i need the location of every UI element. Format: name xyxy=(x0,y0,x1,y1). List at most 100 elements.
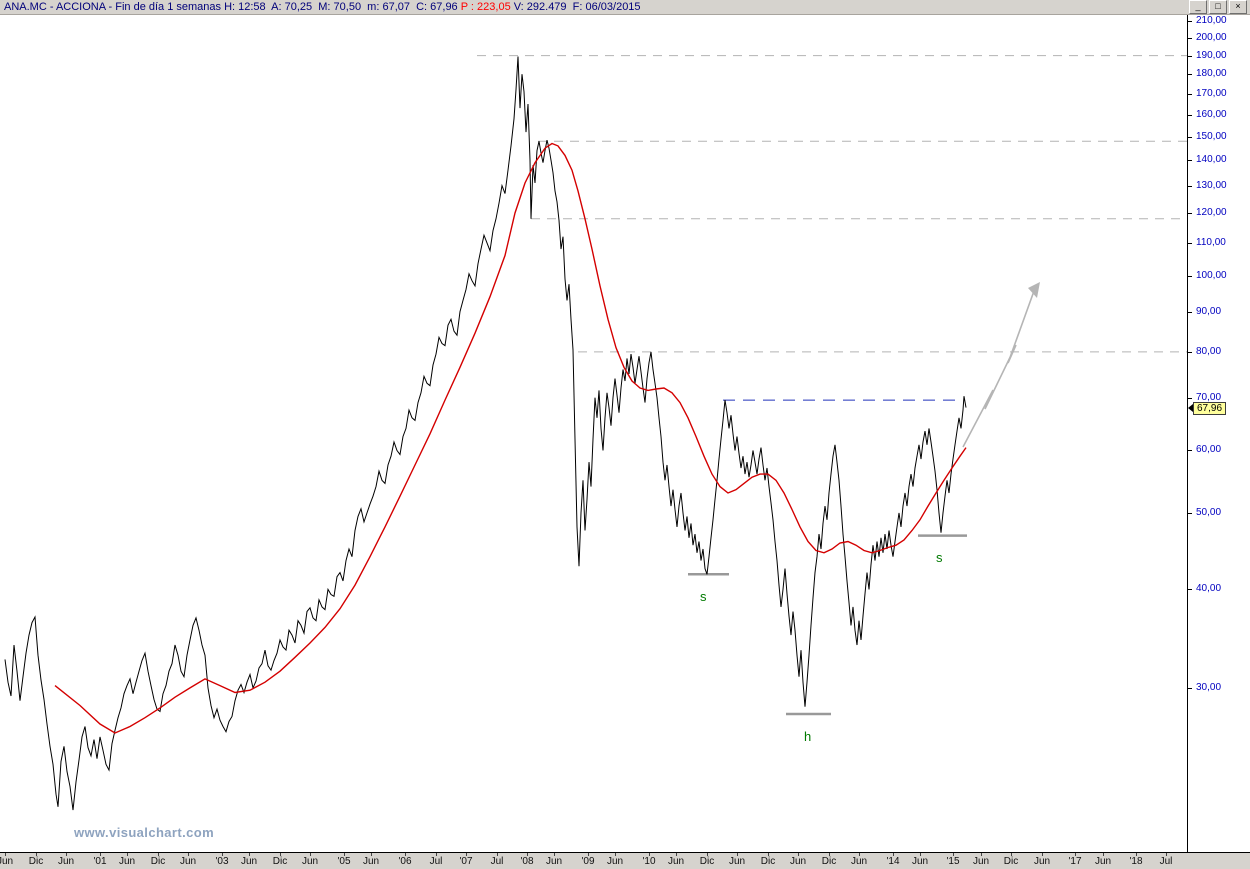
x-axis-label: Jul xyxy=(490,856,504,867)
x-axis-tickmark xyxy=(249,853,250,856)
minimize-button[interactable]: _ xyxy=(1189,0,1207,14)
x-axis-label: '03 xyxy=(215,856,229,867)
x-axis-tickmark xyxy=(829,853,830,856)
moving-average-line xyxy=(54,142,967,734)
x-axis-tickmark xyxy=(371,853,372,856)
x-axis-tickmark xyxy=(280,853,281,856)
maximize-button[interactable]: □ xyxy=(1209,0,1227,14)
x-axis-tickmark xyxy=(1103,853,1104,856)
x-axis-label: Jun xyxy=(1094,856,1112,867)
x-axis-tickmark xyxy=(158,853,159,856)
projection-arrow[interactable] xyxy=(962,290,1035,448)
x-axis-tickmark xyxy=(615,853,616,856)
x-axis-label: Jun xyxy=(118,856,136,867)
y-axis-tickmark xyxy=(1188,74,1192,75)
x-axis-tickmark xyxy=(768,853,769,856)
close-button[interactable]: × xyxy=(1229,0,1247,14)
quote-field-p: P : 223,05 xyxy=(460,0,511,13)
time-axis[interactable]: Jun Dic Jun '01 Jun Dic Jun '03 Jun Dic Jun '05 Jun '… xyxy=(0,852,1250,869)
x-axis-label: Jul xyxy=(1159,856,1173,867)
y-axis-tickmark xyxy=(1188,213,1192,214)
x-axis-tickmark xyxy=(222,853,223,856)
x-axis-label: Dic xyxy=(1003,856,1019,867)
pattern-letter[interactable]: s xyxy=(700,589,707,604)
pattern-letter[interactable]: h xyxy=(804,729,811,744)
x-axis-tickmark xyxy=(981,853,982,856)
x-axis-tickmark xyxy=(405,853,406,856)
x-axis-tickmark xyxy=(527,853,528,856)
y-axis-tickmark xyxy=(1188,243,1192,244)
x-axis-tickmark xyxy=(953,853,954,856)
x-axis-tickmark xyxy=(920,853,921,856)
x-axis-tickmark xyxy=(859,853,860,856)
y-axis-tickmark xyxy=(1188,186,1192,187)
x-axis-label: Jun xyxy=(240,856,258,867)
x-axis-tickmark xyxy=(466,853,467,856)
y-axis-label: 80,00 xyxy=(1196,346,1222,357)
y-axis-label: 90,00 xyxy=(1196,306,1222,317)
x-axis-tickmark xyxy=(707,853,708,856)
x-axis-label: Jun xyxy=(728,856,746,867)
x-axis-label: Jun xyxy=(1033,856,1051,867)
x-axis-tickmark xyxy=(1075,853,1076,856)
y-axis-tickmark xyxy=(1188,352,1192,353)
y-axis-label: 140,00 xyxy=(1196,154,1227,165)
y-axis-tickmark xyxy=(1188,56,1192,57)
close-line xyxy=(4,56,967,811)
y-axis-tickmark xyxy=(1188,450,1192,451)
y-axis-tickmark xyxy=(1188,688,1192,689)
x-axis-label: Jun xyxy=(362,856,380,867)
pattern-letter[interactable]: s xyxy=(936,550,943,565)
y-axis-label: 160,00 xyxy=(1196,109,1227,120)
y-axis-tickmark xyxy=(1188,137,1192,138)
x-axis-tickmark xyxy=(497,853,498,856)
x-axis-label: Jun xyxy=(911,856,929,867)
y-axis-label: 190,00 xyxy=(1196,50,1227,61)
x-axis-tickmark xyxy=(1166,853,1167,856)
x-axis-tickmark xyxy=(1136,853,1137,856)
projection-arrowhead xyxy=(1028,282,1040,298)
x-axis-tickmark xyxy=(310,853,311,856)
x-axis-tickmark xyxy=(5,853,6,856)
x-axis-tickmark xyxy=(893,853,894,856)
y-axis-label: 180,00 xyxy=(1196,68,1227,79)
x-axis-label: '05 xyxy=(337,856,351,867)
y-axis-label: 70,00 xyxy=(1196,392,1222,403)
y-axis-label: 170,00 xyxy=(1196,88,1227,99)
x-axis-tickmark xyxy=(100,853,101,856)
x-axis-label: '01 xyxy=(93,856,107,867)
x-axis-label: Jun xyxy=(667,856,685,867)
window-controls: _ □ × xyxy=(1189,0,1250,14)
quote-fields-post: V: 292.479 F: 06/03/2015 xyxy=(510,0,641,13)
x-axis-tickmark xyxy=(1011,853,1012,856)
x-axis-label: '15 xyxy=(946,856,960,867)
x-axis-label: Dic xyxy=(28,856,44,867)
y-axis-label: 200,00 xyxy=(1196,32,1227,43)
x-axis-label: '14 xyxy=(886,856,900,867)
x-axis-tickmark xyxy=(344,853,345,856)
x-axis-label: Jun xyxy=(606,856,624,867)
y-axis-tickmark xyxy=(1188,94,1192,95)
x-axis-label: '08 xyxy=(520,856,534,867)
x-axis-label: '18 xyxy=(1129,856,1143,867)
x-axis-tickmark xyxy=(798,853,799,856)
x-axis-tickmark xyxy=(66,853,67,856)
x-axis-label: Dic xyxy=(760,856,776,867)
x-axis-label: Jul xyxy=(429,856,443,867)
y-axis-tickmark xyxy=(1188,398,1192,399)
y-axis-label: 100,00 xyxy=(1196,270,1227,281)
x-axis-tickmark xyxy=(737,853,738,856)
y-axis-label: 210,00 xyxy=(1196,15,1227,26)
x-axis-label: Jun xyxy=(0,856,14,867)
y-axis-label: 50,00 xyxy=(1196,507,1222,518)
y-axis-tickmark xyxy=(1188,276,1192,277)
x-axis-label: Dic xyxy=(821,856,837,867)
x-axis-label: Dic xyxy=(272,856,288,867)
chart-canvas[interactable]: s h s www.visualchart.com xyxy=(0,15,1187,852)
price-chart-svg: s h s xyxy=(4,55,1187,811)
x-axis-label: Jun xyxy=(301,856,319,867)
x-axis-label: Jun xyxy=(545,856,563,867)
price-axis[interactable]: 67,96 210,00 200,00 190,00 180,00 170,00 160,… xyxy=(1187,15,1250,852)
x-axis-label: Jun xyxy=(972,856,990,867)
